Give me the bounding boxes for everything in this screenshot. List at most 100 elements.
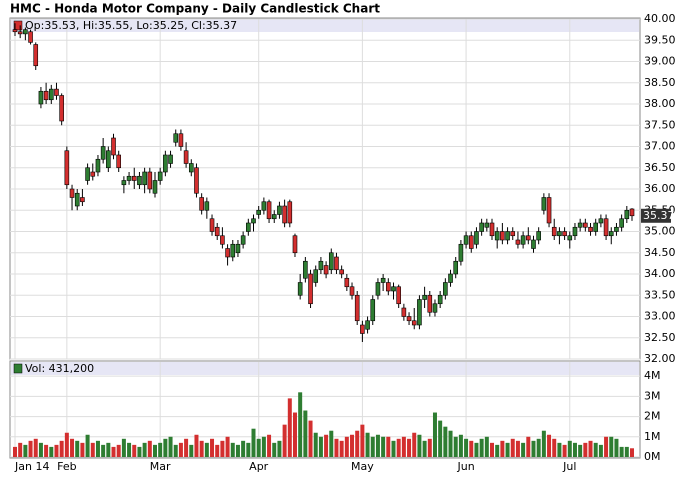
volume-bar xyxy=(85,434,90,457)
candle-body xyxy=(453,260,459,275)
volume-bar xyxy=(95,440,100,457)
y-tick-label: 39.50 xyxy=(644,33,676,46)
candle-body xyxy=(38,90,44,105)
volume-bar xyxy=(152,444,157,457)
y-tick-label: 36.00 xyxy=(644,182,676,195)
candle-body xyxy=(474,231,479,245)
volume-bar xyxy=(588,440,593,457)
volume-bar xyxy=(168,436,173,457)
volume-bar xyxy=(137,446,142,457)
volume-bar xyxy=(147,440,152,457)
candle-body xyxy=(583,222,588,228)
candle-body xyxy=(386,282,391,292)
candle-body xyxy=(468,235,474,249)
candle-body xyxy=(246,222,251,232)
y-tick-label: 34.50 xyxy=(644,246,676,259)
candle-body xyxy=(85,167,90,181)
y-tick-label: 32.50 xyxy=(644,331,676,344)
volume-bar xyxy=(111,446,116,457)
volume-bar xyxy=(604,436,609,457)
volume-bar xyxy=(609,436,614,457)
candle-body xyxy=(43,90,49,101)
candle-body xyxy=(489,222,495,237)
volume-bar xyxy=(510,438,515,457)
candle-body xyxy=(17,31,23,35)
volume-bar xyxy=(360,424,365,457)
candle-body xyxy=(344,277,350,288)
candle-body xyxy=(406,316,412,322)
candle-body xyxy=(401,307,407,317)
volume-bar xyxy=(189,444,194,457)
candle-body xyxy=(588,226,593,232)
candle-body xyxy=(458,243,464,262)
volume-bar xyxy=(246,442,251,457)
candle-body xyxy=(328,252,334,271)
candle-body xyxy=(106,150,111,169)
candle-body xyxy=(240,235,246,245)
volume-bar xyxy=(54,444,59,457)
candle-body xyxy=(323,265,329,275)
candle-body xyxy=(546,197,552,224)
volume-bar xyxy=(479,438,484,457)
volume-bar xyxy=(106,442,111,457)
volume-bar xyxy=(438,420,443,457)
ohlc-legend: Op:35.53, Hi:35.55, Lo:35.25, Cl:35.37 xyxy=(25,19,237,32)
candle-body xyxy=(209,218,215,232)
y-tick-label: 3M xyxy=(644,389,661,402)
volume-bar xyxy=(142,442,147,457)
candle-body xyxy=(531,239,536,249)
y-tick-label: 37.50 xyxy=(644,118,676,131)
volume-bar xyxy=(210,438,215,457)
candle-body xyxy=(494,231,500,241)
volume-bar xyxy=(80,442,85,457)
volume-bar xyxy=(163,438,168,457)
candle-body xyxy=(163,154,168,173)
volume-bar xyxy=(401,436,406,457)
volume-bar xyxy=(272,442,277,457)
volume-bar xyxy=(572,442,577,457)
x-tick-label: Apr xyxy=(249,460,269,473)
chart-title: HMC - Honda Motor Company - Daily Candle… xyxy=(10,2,380,16)
volume-bar xyxy=(598,444,603,457)
candle-body xyxy=(173,133,179,143)
volume-bar xyxy=(370,436,375,457)
x-tick-label: Mar xyxy=(150,460,171,473)
volume-bar xyxy=(318,436,323,457)
candle-body xyxy=(541,197,547,211)
x-tick-label: May xyxy=(351,460,374,473)
candle-body xyxy=(292,235,298,254)
volume-legend: Vol: 431,200 xyxy=(25,362,94,375)
volume-bar xyxy=(199,440,204,457)
volume-bar xyxy=(375,434,380,457)
y-tick-label: 38.00 xyxy=(644,97,676,110)
volume-bar xyxy=(220,440,225,457)
volume-bar xyxy=(277,440,282,457)
candle-body xyxy=(225,248,230,258)
candle-body xyxy=(479,222,484,232)
volume-bar xyxy=(241,440,246,457)
candle-body xyxy=(80,197,85,203)
y-tick-label: 36.50 xyxy=(644,161,676,174)
volume-bar xyxy=(567,440,572,457)
volume-bar xyxy=(381,436,386,457)
volume-bar xyxy=(235,444,240,457)
candle-body xyxy=(619,218,624,228)
volume-bar xyxy=(536,438,541,457)
candle-body xyxy=(23,29,28,35)
candle-body xyxy=(354,294,360,322)
volume-bar xyxy=(521,442,526,457)
legend-swatch xyxy=(13,20,23,31)
candle-body xyxy=(551,226,557,237)
candle-body xyxy=(427,294,433,313)
candle-body xyxy=(287,201,293,224)
candle-body xyxy=(520,235,526,245)
volume-bar xyxy=(422,440,427,457)
candle-body xyxy=(437,294,443,305)
volume-bar xyxy=(391,440,396,457)
volume-bar xyxy=(64,432,69,457)
volume-bar xyxy=(526,436,531,457)
volume-bar xyxy=(251,428,256,457)
y-tick-label: 37.00 xyxy=(644,140,676,153)
candle-body xyxy=(214,226,220,237)
candle-body xyxy=(598,218,604,224)
